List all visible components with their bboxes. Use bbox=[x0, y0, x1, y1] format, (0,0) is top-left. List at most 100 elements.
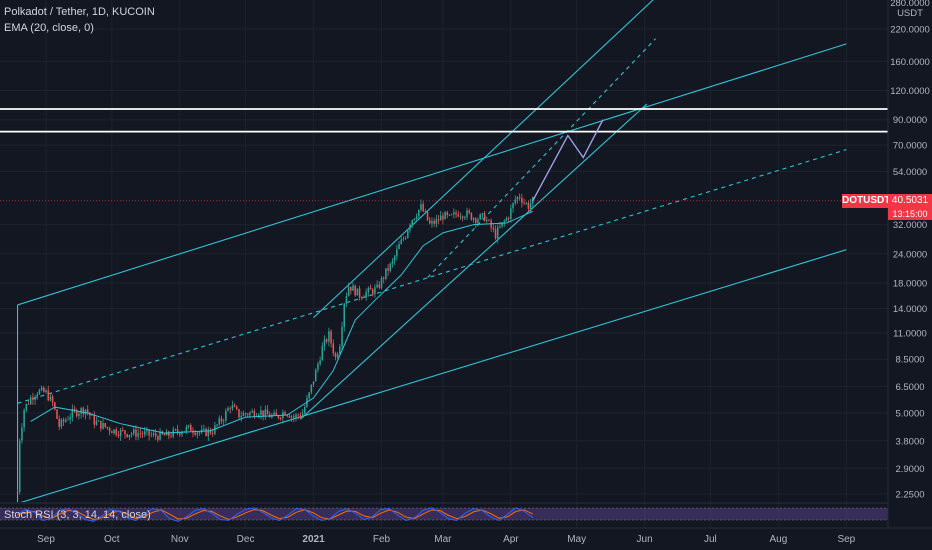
candle-body bbox=[527, 202, 530, 209]
candle-body bbox=[113, 429, 115, 434]
stoch-rsi-pane: 0 bbox=[0, 502, 909, 530]
candle-body bbox=[119, 429, 122, 437]
candle-body bbox=[132, 429, 135, 434]
ticker-tag: DOTUSDT bbox=[842, 193, 891, 208]
candle-body bbox=[218, 418, 221, 425]
candle-body bbox=[393, 256, 396, 261]
candle-body bbox=[378, 284, 381, 288]
candle-body bbox=[365, 292, 367, 298]
candle-body bbox=[494, 228, 497, 239]
candle-body bbox=[382, 277, 385, 279]
candle-body bbox=[16, 491, 19, 493]
candle-body bbox=[439, 215, 442, 221]
candle-body bbox=[411, 220, 413, 225]
ema-legend[interactable]: EMA (20, close, 0) bbox=[4, 22, 94, 34]
candle-body bbox=[389, 263, 392, 271]
time-axis[interactable]: Sep Oct Nov Dec 2021 Feb Mar Apr May Jun Jul Aug Sep bbox=[0, 527, 932, 545]
candle-body bbox=[154, 433, 157, 437]
candle-body bbox=[273, 412, 275, 415]
candlestick-series bbox=[16, 193, 534, 495]
candle-body bbox=[34, 396, 36, 400]
stoch-rsi-label[interactable]: Stoch RSI (3, 3, 14, 14, close) bbox=[4, 509, 151, 521]
trend-lines bbox=[16, 0, 847, 502]
candle-body bbox=[407, 230, 409, 238]
candle-body bbox=[317, 363, 319, 370]
currency-label: USDT bbox=[897, 8, 923, 19]
candle-body bbox=[25, 403, 28, 410]
candle-body bbox=[257, 414, 260, 417]
candle-body bbox=[488, 219, 490, 221]
candle-body bbox=[400, 239, 403, 245]
candle-body bbox=[58, 418, 60, 427]
candle-body bbox=[442, 215, 444, 220]
candle-body bbox=[391, 260, 394, 264]
time-tick-label: Sep bbox=[837, 534, 855, 545]
candle-body bbox=[314, 369, 317, 382]
candle-body bbox=[479, 214, 481, 220]
candle-body bbox=[67, 419, 69, 421]
time-tick-label: Jul bbox=[704, 534, 717, 545]
price-tick-label: 70.0000 bbox=[893, 141, 927, 152]
candle-body bbox=[69, 417, 71, 420]
candle-body bbox=[510, 208, 512, 219]
candle-body bbox=[284, 412, 286, 415]
candle-body bbox=[225, 410, 227, 421]
candle-body bbox=[73, 408, 76, 411]
candle-body bbox=[453, 212, 455, 215]
candle-body bbox=[106, 426, 109, 428]
candle-body bbox=[236, 406, 238, 410]
trend-line bbox=[20, 249, 847, 502]
price-tick-label: 24.0000 bbox=[893, 249, 927, 260]
candle-body bbox=[126, 434, 128, 438]
candle-body bbox=[444, 212, 446, 220]
time-tick-label: Apr bbox=[503, 534, 519, 545]
candle-body bbox=[139, 433, 142, 434]
trend-line bbox=[313, 0, 654, 319]
symbol-title[interactable]: Polkadot / Tether, 1D, KUCOIN bbox=[4, 6, 155, 18]
candle-body bbox=[275, 412, 278, 416]
time-tick-label: May bbox=[567, 534, 586, 545]
candle-body bbox=[371, 289, 374, 294]
candle-body bbox=[176, 429, 179, 433]
candle-body bbox=[396, 249, 398, 257]
time-tick-label: Oct bbox=[104, 534, 120, 545]
candle-body bbox=[483, 213, 486, 222]
candle-body bbox=[277, 415, 280, 418]
price-tick-label: 280.0000 bbox=[890, 0, 930, 9]
candle-body bbox=[60, 419, 63, 427]
candle-body bbox=[525, 202, 527, 204]
price-tick-label: 90.0000 bbox=[893, 115, 927, 126]
last-price-value: 40.5031 bbox=[888, 193, 932, 208]
candle-body bbox=[47, 390, 50, 401]
candle-body bbox=[347, 286, 350, 297]
candle-body bbox=[367, 287, 370, 293]
candle-body bbox=[211, 433, 214, 435]
candle-body bbox=[330, 331, 332, 344]
candle-body bbox=[194, 432, 196, 435]
candle-body bbox=[122, 429, 124, 431]
candle-body bbox=[130, 433, 133, 435]
price-tick-label: 5.0000 bbox=[895, 409, 924, 420]
candle-body bbox=[501, 222, 503, 227]
candle-body bbox=[62, 419, 65, 422]
candle-body bbox=[485, 219, 488, 222]
candle-body bbox=[21, 427, 23, 441]
candle-body bbox=[238, 409, 240, 418]
candle-body bbox=[459, 216, 462, 218]
candle-body bbox=[464, 217, 466, 219]
candle-body bbox=[374, 287, 376, 294]
candle-body bbox=[128, 434, 131, 438]
candle-body bbox=[231, 405, 234, 409]
horizontal-levels bbox=[0, 108, 888, 202]
candle-body bbox=[229, 408, 231, 409]
dashed-trend-line bbox=[427, 38, 656, 278]
candle-body bbox=[387, 268, 389, 271]
candle-body bbox=[350, 286, 352, 291]
candle-body bbox=[82, 408, 85, 415]
candle-body bbox=[29, 397, 32, 405]
candle-body bbox=[209, 429, 212, 434]
candle-body bbox=[104, 422, 107, 427]
candle-body bbox=[95, 421, 98, 425]
